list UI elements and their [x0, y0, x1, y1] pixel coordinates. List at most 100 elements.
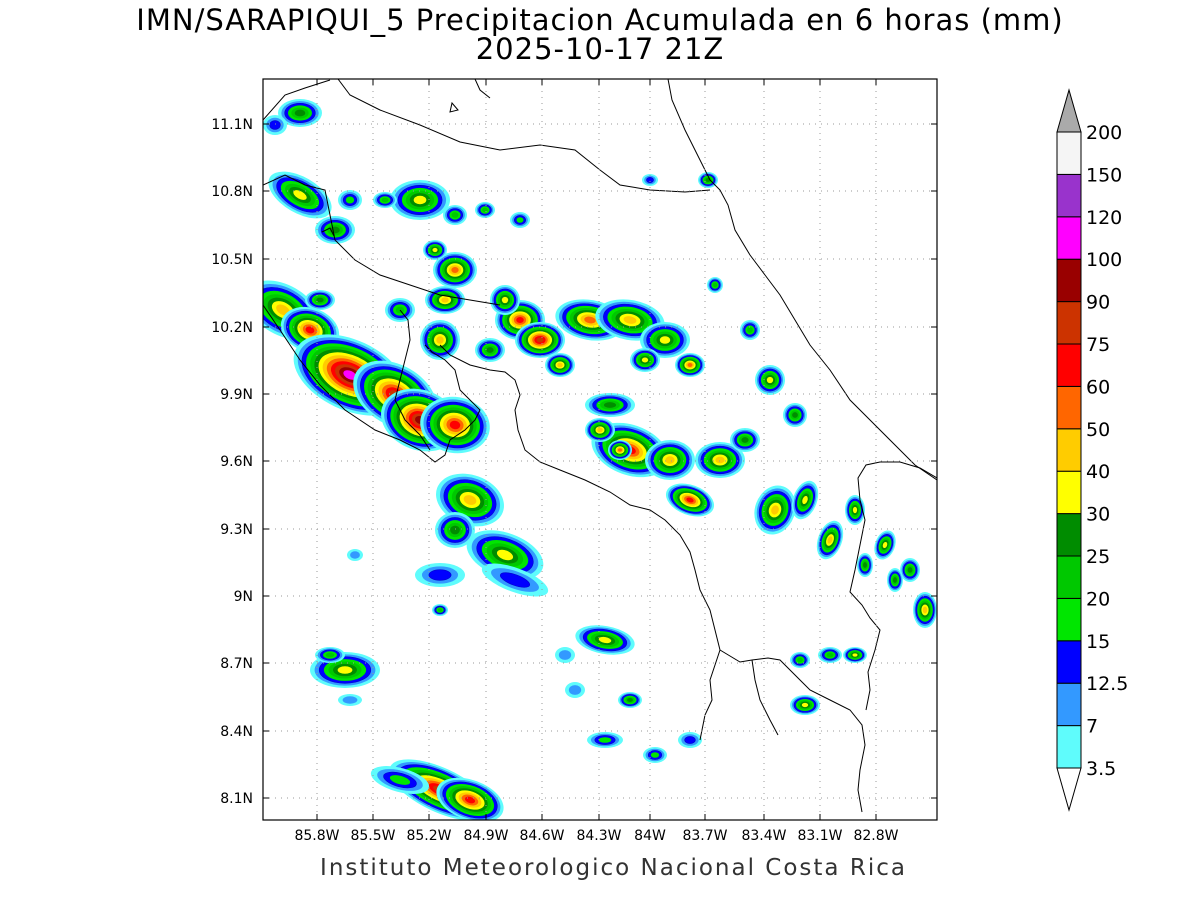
- colorbar-level-label: 3.5: [1086, 758, 1116, 780]
- precip-cell: [451, 212, 459, 218]
- lat-tick-label: 8.7N: [220, 656, 253, 672]
- precip-cell: [792, 412, 798, 418]
- precip-cell: [437, 608, 443, 612]
- precip-cell: [305, 326, 315, 334]
- precip-cell: [684, 736, 696, 744]
- precip-cell: [598, 737, 612, 743]
- precip-cell: [603, 402, 617, 408]
- precip-cell: [686, 497, 694, 503]
- colorbar-min-arrow: [1056, 767, 1082, 812]
- precip-cell: [482, 207, 488, 213]
- precip-cell: [747, 327, 753, 333]
- colorbar-level-label: 15: [1086, 631, 1110, 653]
- lat-tick-label: 9.3N: [220, 522, 253, 538]
- colorbar-swatch: [1056, 428, 1082, 472]
- precip-cell: [342, 696, 358, 704]
- precip-cell: [536, 337, 544, 343]
- precip-cell: [852, 653, 858, 657]
- colorbar-swatch: [1056, 385, 1082, 430]
- precip-cell: [627, 698, 633, 702]
- colorbar: 3.5 7 12.5 15 20 25 30 40 50 60 75 90 100 120 150 200: [1056, 88, 1128, 812]
- precip-cell: [486, 347, 494, 353]
- precip-cell: [276, 304, 290, 316]
- precip-cell: [432, 247, 438, 253]
- precip-cell: [428, 569, 452, 581]
- footer-credit: Instituto Meteorologico Nacional Costa R…: [320, 855, 907, 881]
- precip-cell: [665, 456, 675, 464]
- precip-cell: [827, 536, 833, 544]
- lon-tick-label: 84.6W: [519, 828, 564, 844]
- lon-tick-label: 83.4W: [741, 828, 786, 844]
- precip-cell: [557, 362, 563, 368]
- precip-cell: [766, 376, 774, 384]
- lat-tick-label: 8.1N: [220, 791, 253, 807]
- precip-cell: [413, 195, 427, 205]
- colorbar-level-label: 60: [1086, 376, 1110, 398]
- precip-cell: [797, 657, 803, 663]
- lon-tick-label: 84W: [634, 828, 666, 844]
- precipitation-field: [263, 99, 937, 820]
- lat-tick-label: 10.8N: [211, 184, 253, 200]
- colorbar-level-label: 150: [1086, 164, 1122, 186]
- colorbar-swatch: [1056, 216, 1082, 260]
- colorbar-swatch: [1056, 555, 1082, 599]
- colorbar-level-label: 50: [1086, 419, 1110, 441]
- lon-tick-label: 83.7W: [682, 828, 727, 844]
- precip-cell: [350, 551, 360, 559]
- lat-tick-label: 10.2N: [211, 320, 253, 336]
- precip-cell: [598, 636, 612, 644]
- precip-cell: [907, 567, 913, 573]
- colorbar-swatch: [1056, 513, 1082, 557]
- colorbar-level-label: 12.5: [1086, 673, 1128, 695]
- colorbar-level-label: 90: [1086, 292, 1110, 314]
- colorbar-level-label: 200: [1086, 122, 1122, 144]
- lon-tick-label: 85.8W: [294, 828, 339, 844]
- precip-cell: [316, 297, 324, 303]
- colorbar-swatch: [1056, 301, 1082, 345]
- colorbar-swatch: [1056, 343, 1082, 387]
- precip-cell: [516, 316, 524, 324]
- colorbar-swatch: [1056, 258, 1082, 303]
- precip-cell: [516, 217, 524, 223]
- chart-subtitle-date: 2025-10-17 21Z: [475, 32, 725, 66]
- precip-cell: [882, 541, 888, 549]
- precip-cell: [330, 226, 340, 234]
- precip-cell: [381, 197, 389, 203]
- precip-cell: [659, 336, 671, 344]
- precip-cell: [568, 685, 582, 695]
- colorbar-level-label: 7: [1086, 716, 1098, 738]
- precip-cell: [741, 437, 749, 443]
- lon-tick-label: 85.2W: [406, 828, 451, 844]
- colorbar-level-label: 120: [1086, 207, 1122, 229]
- colorbar-swatch: [1056, 682, 1082, 727]
- precip-cell: [922, 606, 928, 614]
- precip-cell: [294, 109, 306, 117]
- precip-cell: [618, 448, 622, 452]
- precip-cell: [687, 363, 693, 367]
- precip-cell: [771, 505, 779, 515]
- coastlines-borders: [263, 79, 937, 813]
- precip-cell: [463, 495, 477, 505]
- precip-cell: [650, 752, 660, 758]
- precip-cell: [450, 525, 460, 535]
- precip-cell: [715, 456, 725, 464]
- lon-tick-label: 83.1W: [797, 828, 842, 844]
- lon-tick-label: 84.3W: [576, 828, 621, 844]
- precip-cell: [712, 282, 718, 288]
- colorbar-swatch: [1056, 173, 1082, 218]
- lon-tick-label: 82.8W: [853, 828, 898, 844]
- colorbar-level-label: 75: [1086, 334, 1110, 356]
- colorbar-level-label: 30: [1086, 504, 1110, 526]
- precip-cell: [441, 297, 449, 303]
- lat-tick-label: 9.6N: [220, 454, 253, 470]
- lat-tick-label: 10.5N: [211, 252, 253, 268]
- colorbar-swatch: [1056, 597, 1082, 642]
- colorbar-swatch: [1056, 131, 1082, 175]
- lat-tick-label: 8.4N: [220, 724, 253, 740]
- precip-cell: [337, 666, 353, 674]
- precip-cell: [826, 652, 834, 658]
- precip-cell: [623, 316, 637, 324]
- lat-tick-label: 11.1N: [211, 117, 253, 133]
- precip-cell: [893, 577, 897, 583]
- lat-tick-label: 9.9N: [220, 387, 253, 403]
